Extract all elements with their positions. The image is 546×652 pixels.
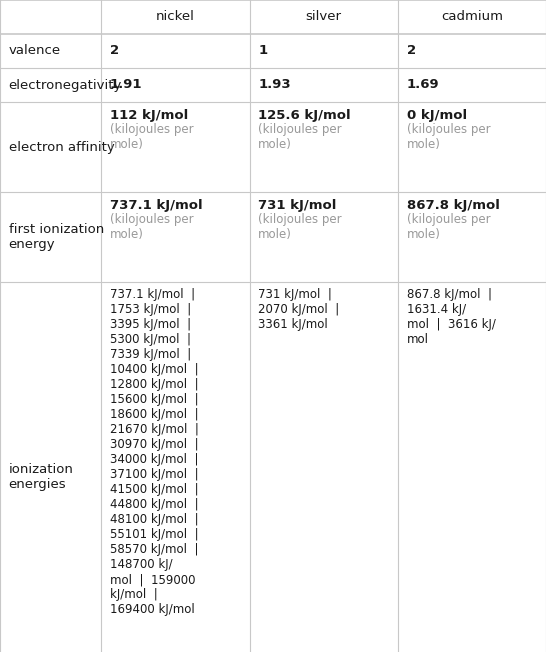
Text: cadmium: cadmium: [441, 10, 503, 23]
Text: first ionization
energy: first ionization energy: [9, 223, 104, 251]
Text: valence: valence: [9, 44, 61, 57]
Text: (kilojoules per
mole): (kilojoules per mole): [258, 213, 342, 241]
Text: (kilojoules per
mole): (kilojoules per mole): [110, 123, 193, 151]
Text: silver: silver: [306, 10, 342, 23]
Text: 2: 2: [110, 44, 119, 57]
Text: electron affinity: electron affinity: [9, 140, 115, 153]
Text: (kilojoules per
mole): (kilojoules per mole): [407, 213, 490, 241]
Text: 867.8 kJ/mol  |
1631.4 kJ/
mol  |  3616 kJ/
mol: 867.8 kJ/mol | 1631.4 kJ/ mol | 3616 kJ/…: [407, 288, 496, 346]
Text: 1.69: 1.69: [407, 78, 440, 91]
Text: (kilojoules per
mole): (kilojoules per mole): [407, 123, 490, 151]
Text: 1.91: 1.91: [110, 78, 143, 91]
Text: 737.1 kJ/mol  |
1753 kJ/mol  |
3395 kJ/mol  |
5300 kJ/mol  |
7339 kJ/mol  |
1040: 737.1 kJ/mol | 1753 kJ/mol | 3395 kJ/mol…: [110, 288, 199, 616]
Text: 112 kJ/mol: 112 kJ/mol: [110, 109, 188, 122]
Text: 867.8 kJ/mol: 867.8 kJ/mol: [407, 199, 500, 212]
Text: (kilojoules per
mole): (kilojoules per mole): [258, 123, 342, 151]
Text: ionization
energies: ionization energies: [9, 463, 74, 491]
Text: 737.1 kJ/mol: 737.1 kJ/mol: [110, 199, 203, 212]
Text: 125.6 kJ/mol: 125.6 kJ/mol: [258, 109, 351, 122]
Text: (kilojoules per
mole): (kilojoules per mole): [110, 213, 193, 241]
Text: nickel: nickel: [156, 10, 195, 23]
Text: 731 kJ/mol  |
2070 kJ/mol  |
3361 kJ/mol: 731 kJ/mol | 2070 kJ/mol | 3361 kJ/mol: [258, 288, 340, 331]
Text: 731 kJ/mol: 731 kJ/mol: [258, 199, 337, 212]
Text: 2: 2: [407, 44, 416, 57]
Text: 0 kJ/mol: 0 kJ/mol: [407, 109, 467, 122]
Text: 1: 1: [258, 44, 268, 57]
Text: 1.93: 1.93: [258, 78, 291, 91]
Text: electronegativity: electronegativity: [9, 78, 122, 91]
